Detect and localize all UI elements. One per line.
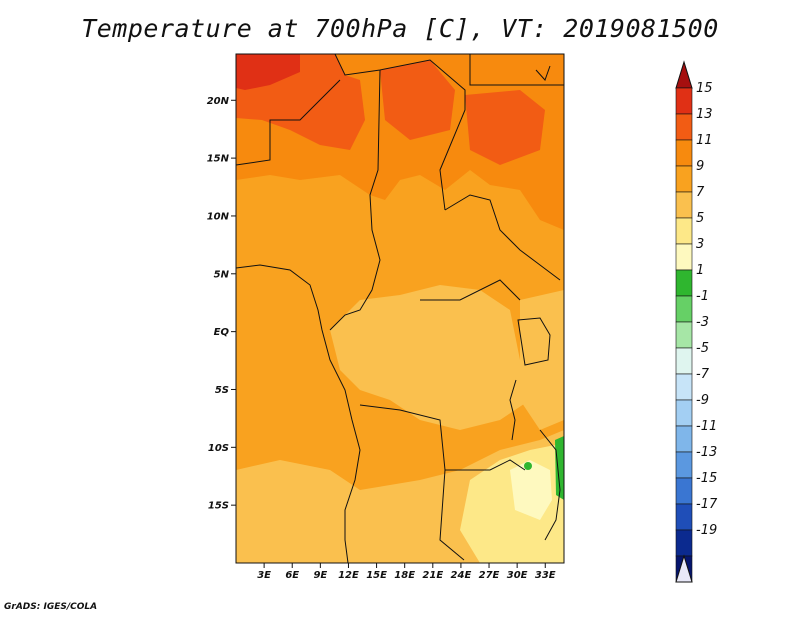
colorbar-segment: [675, 217, 693, 245]
y-tick-label: 10S: [208, 443, 229, 454]
colorbar-segment: [675, 243, 693, 271]
colorbar-label: -9: [696, 393, 709, 408]
colorbar-label: 5: [696, 211, 704, 226]
region-hot-corner: [236, 54, 300, 90]
region-mozambique-coast-green: [555, 436, 564, 500]
map-frame: [235, 53, 565, 564]
x-tick-label: 3E: [257, 570, 271, 581]
y-tick-label: 5S: [215, 385, 229, 396]
colorbar-label: -11: [696, 419, 717, 434]
y-tick-label: 10N: [207, 211, 230, 222]
colorbar-segment: [675, 165, 693, 193]
x-tick-label: 30E: [507, 570, 528, 581]
colorbar-label: -15: [696, 471, 717, 486]
colorbar-label: 11: [696, 133, 713, 148]
colorbar-label: -17: [696, 497, 718, 512]
colorbar-label: 9: [696, 159, 704, 174]
region-congo-basin: [330, 285, 530, 430]
y-tick-label: 15N: [207, 154, 230, 165]
colorbar-segment: [675, 503, 693, 531]
temperature-map: [236, 54, 564, 563]
colorbar-label: 15: [696, 81, 713, 96]
colorbar-max-arrow: [675, 60, 693, 89]
x-tick-label: 24E: [451, 570, 472, 581]
region-malawi-highlands: [510, 460, 552, 520]
colorbar-segment: [675, 399, 693, 427]
x-tick-label: 18E: [394, 570, 415, 581]
region-lake-green-spot: [524, 462, 532, 470]
colorbar-segment: [675, 425, 693, 453]
y-tick-label: 5N: [214, 269, 230, 280]
colorbar-label: 1: [696, 263, 704, 278]
region-sahara-northeast: [465, 90, 545, 165]
colorbar-label: -3: [696, 315, 709, 330]
y-tick-label: 20N: [207, 96, 230, 107]
colorbar-segment: [675, 321, 693, 349]
x-tick-label: 21E: [422, 570, 443, 581]
y-tick-label: EQ: [214, 327, 230, 338]
x-axis: 3E 6E 9E 12E 15E 18E 21E 24E 27E 30E 33E: [257, 563, 556, 581]
colorbar-min-arrow: [675, 554, 693, 583]
grads-credit: GrADS: IGES/COLA: [4, 602, 98, 612]
colorbar-segment: [675, 191, 693, 219]
country-borders: [236, 54, 564, 563]
page-title: Temperature at 700hPa [C], VT: 201908150…: [81, 14, 719, 43]
region-east-plateau: [520, 290, 564, 430]
colorbar-segment: [675, 269, 693, 297]
y-tick-label: 15S: [208, 501, 229, 512]
x-tick-label: 15E: [366, 570, 387, 581]
x-tick-label: 27E: [479, 570, 500, 581]
colorbar-label: 3: [696, 237, 704, 252]
x-tick-label: 33E: [535, 570, 556, 581]
y-axis: 20N 15N 10N 5N EQ 5S 10S 15S: [207, 96, 236, 512]
colorbar: 15 13 11 9 7 5 3 1 -1 -3 -5 -7 -9 -11 -13 -15 -17 -19: [675, 60, 718, 583]
x-tick-label: 9E: [313, 570, 327, 581]
colorbar-label: -19: [696, 523, 717, 538]
colorbar-segment: [675, 529, 693, 557]
colorbar-label: -7: [696, 367, 710, 382]
colorbar-segment: [675, 347, 693, 375]
region-sahara-north-center: [380, 60, 455, 140]
colorbar-segment: [675, 451, 693, 479]
x-tick-label: 6E: [285, 570, 299, 581]
colorbar-segment: [675, 139, 693, 167]
colorbar-segment: [675, 373, 693, 401]
colorbar-label: -1: [696, 289, 709, 304]
colorbar-segment: [675, 477, 693, 505]
colorbar-label: -5: [696, 341, 709, 356]
colorbar-segment: [675, 87, 693, 115]
colorbar-label: -13: [696, 445, 717, 460]
colorbar-segment: [675, 113, 693, 141]
colorbar-label: 13: [696, 107, 713, 122]
colorbar-label: 7: [696, 185, 705, 200]
colorbar-segment: [675, 295, 693, 323]
x-tick-label: 12E: [338, 570, 359, 581]
